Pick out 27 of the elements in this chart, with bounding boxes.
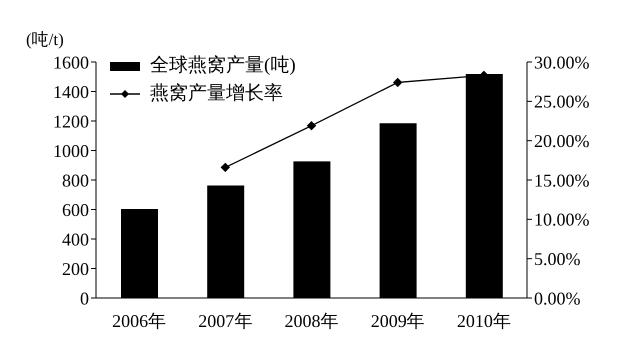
y-axis-title: (吨/t): [26, 29, 64, 51]
y2-tick-label: 0.00%: [534, 288, 580, 308]
y-tick-label: 800: [62, 170, 89, 190]
x-tick-label: 2006年: [112, 310, 166, 331]
y-tick-label: 1400: [53, 82, 89, 102]
x-tick-label: 2009年: [370, 310, 425, 331]
y-tick-label: 200: [62, 258, 89, 279]
y-tick-label: 600: [62, 200, 89, 220]
y-tick-label: 1000: [53, 140, 89, 161]
y-tick-label: 0: [80, 288, 89, 308]
y2-tick-label: 25.00%: [534, 92, 590, 112]
point: [307, 121, 316, 130]
x-tick-label: 2007年: [198, 310, 252, 331]
legend-label: 燕窝产量增长率: [150, 82, 283, 106]
y2-tick-label: 15.00%: [534, 170, 590, 190]
y-tick-label: 400: [62, 229, 89, 250]
point: [220, 162, 230, 172]
y-tick-label: 1600: [53, 52, 89, 72]
y2-tick-label: 5.00%: [534, 249, 580, 270]
point: [393, 78, 402, 87]
y-tick-label: 1200: [53, 111, 89, 132]
legend-label: 全球燕窝产量(吨): [150, 54, 296, 78]
x-tick-label: 2010年: [456, 310, 511, 331]
x-tick-label: 2008年: [284, 310, 338, 331]
y2-tick-label: 10.00%: [534, 210, 590, 230]
y2-tick-label: 30.00%: [534, 52, 590, 72]
y2-tick-label: 20.00%: [534, 131, 590, 152]
